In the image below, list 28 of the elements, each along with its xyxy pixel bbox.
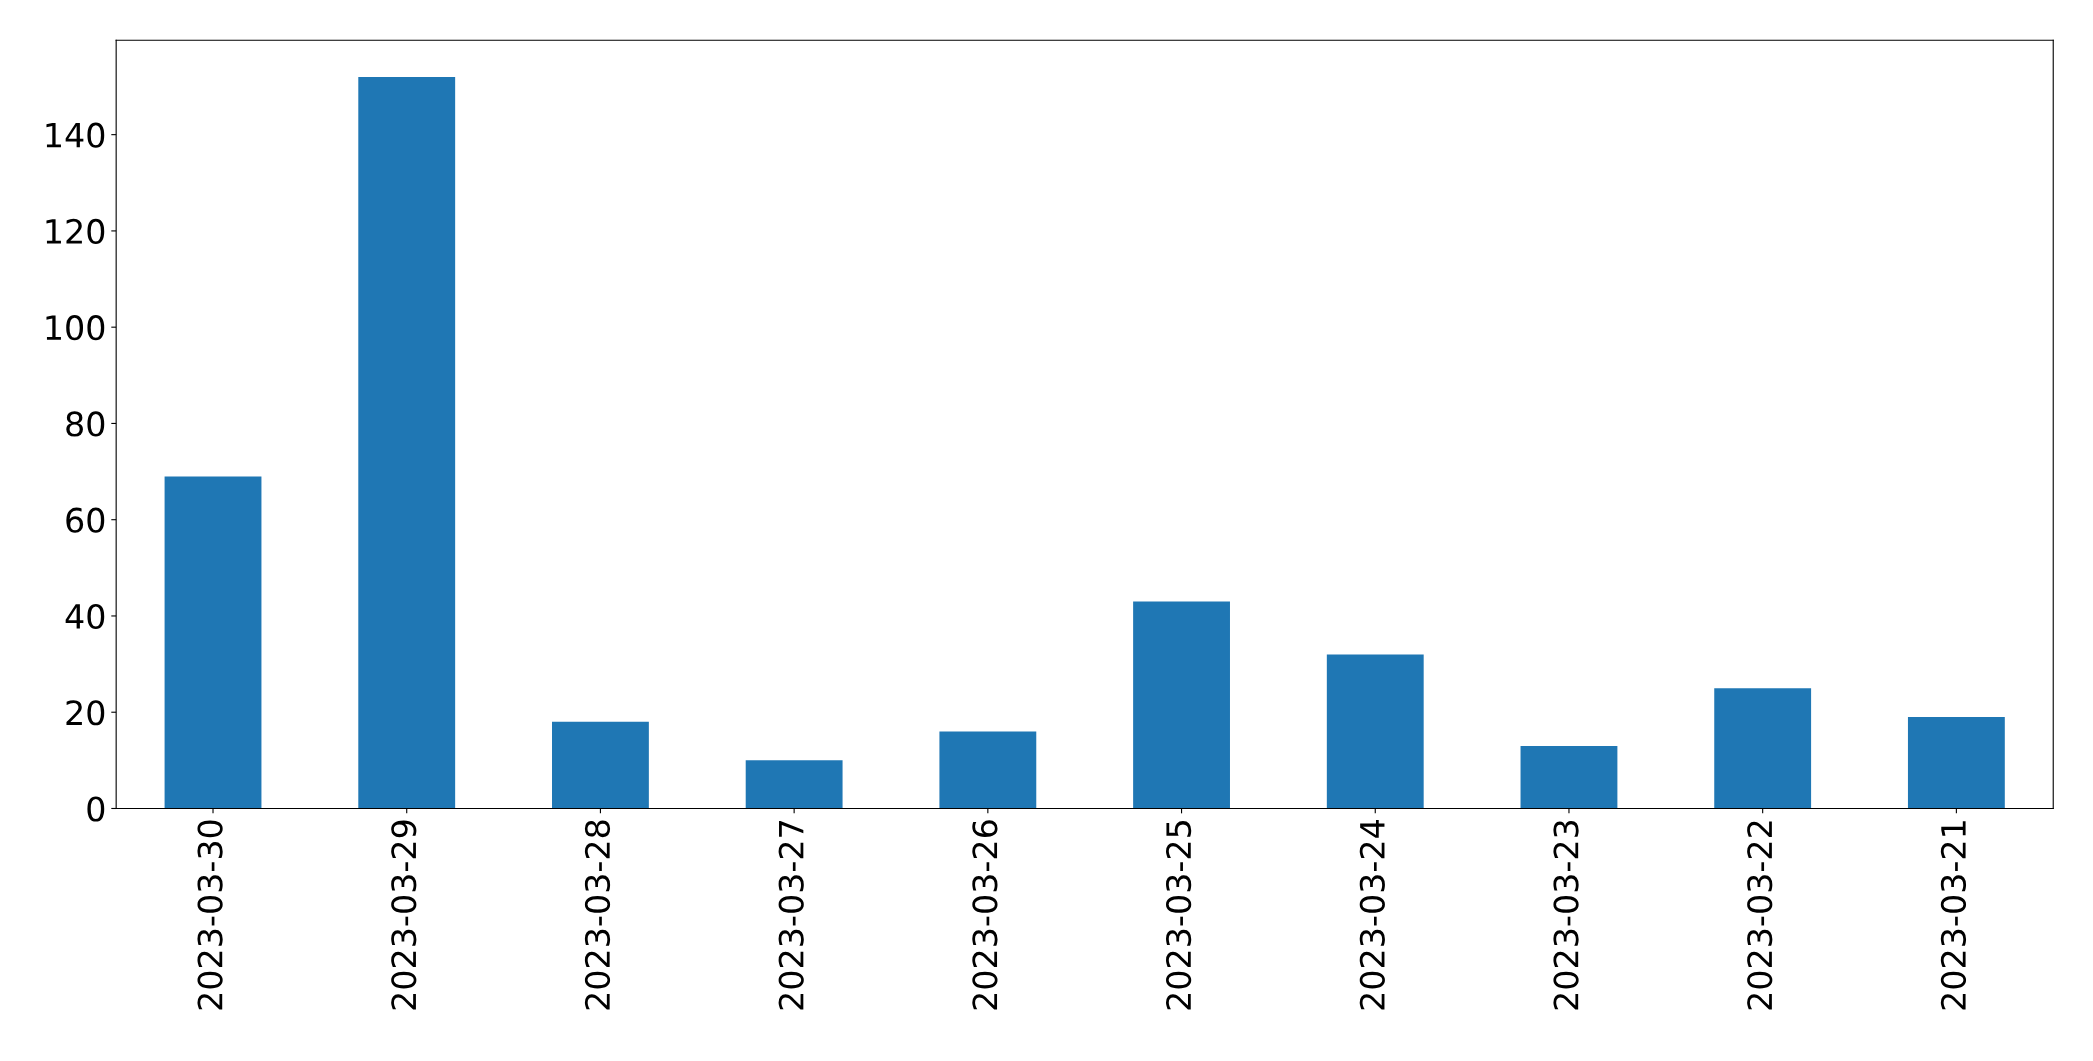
bar	[1907, 717, 2005, 809]
y-tick-label: 20	[66, 700, 105, 726]
x-tick-label: 2023-03-27	[778, 821, 804, 1010]
y-tick-label: 60	[66, 507, 105, 533]
bar	[164, 476, 262, 809]
bar	[552, 721, 649, 809]
x-tick-label: 2023-03-23	[1553, 820, 1579, 1010]
x-tick-label: 2023-03-22	[1747, 821, 1773, 1010]
x-tick-label: 2023-03-21	[1940, 821, 1967, 1010]
y-tick-label: 80	[66, 411, 105, 437]
bar	[1133, 601, 1230, 809]
x-tick-label: 2023-03-30	[197, 820, 223, 1010]
bar	[939, 731, 1037, 809]
y-tick-label: 0	[87, 796, 105, 822]
y-tick-label: 100	[46, 315, 105, 341]
x-tick-label: 2023-03-26	[972, 820, 998, 1010]
bar	[1520, 745, 1618, 809]
y-tick-label: 120	[46, 218, 105, 245]
y-tick-label: 140	[46, 122, 105, 148]
x-tick-label: 2023-03-29	[391, 820, 417, 1010]
bar	[745, 760, 843, 809]
x-tick-label: 2023-03-25	[1166, 821, 1192, 1010]
y-tick-label: 40	[65, 603, 105, 630]
bar	[358, 76, 456, 809]
bar	[1326, 654, 1424, 809]
bar	[1714, 688, 1812, 809]
x-tick-label: 2023-03-28	[584, 820, 611, 1010]
x-tick-label: 2023-03-24	[1359, 820, 1385, 1010]
